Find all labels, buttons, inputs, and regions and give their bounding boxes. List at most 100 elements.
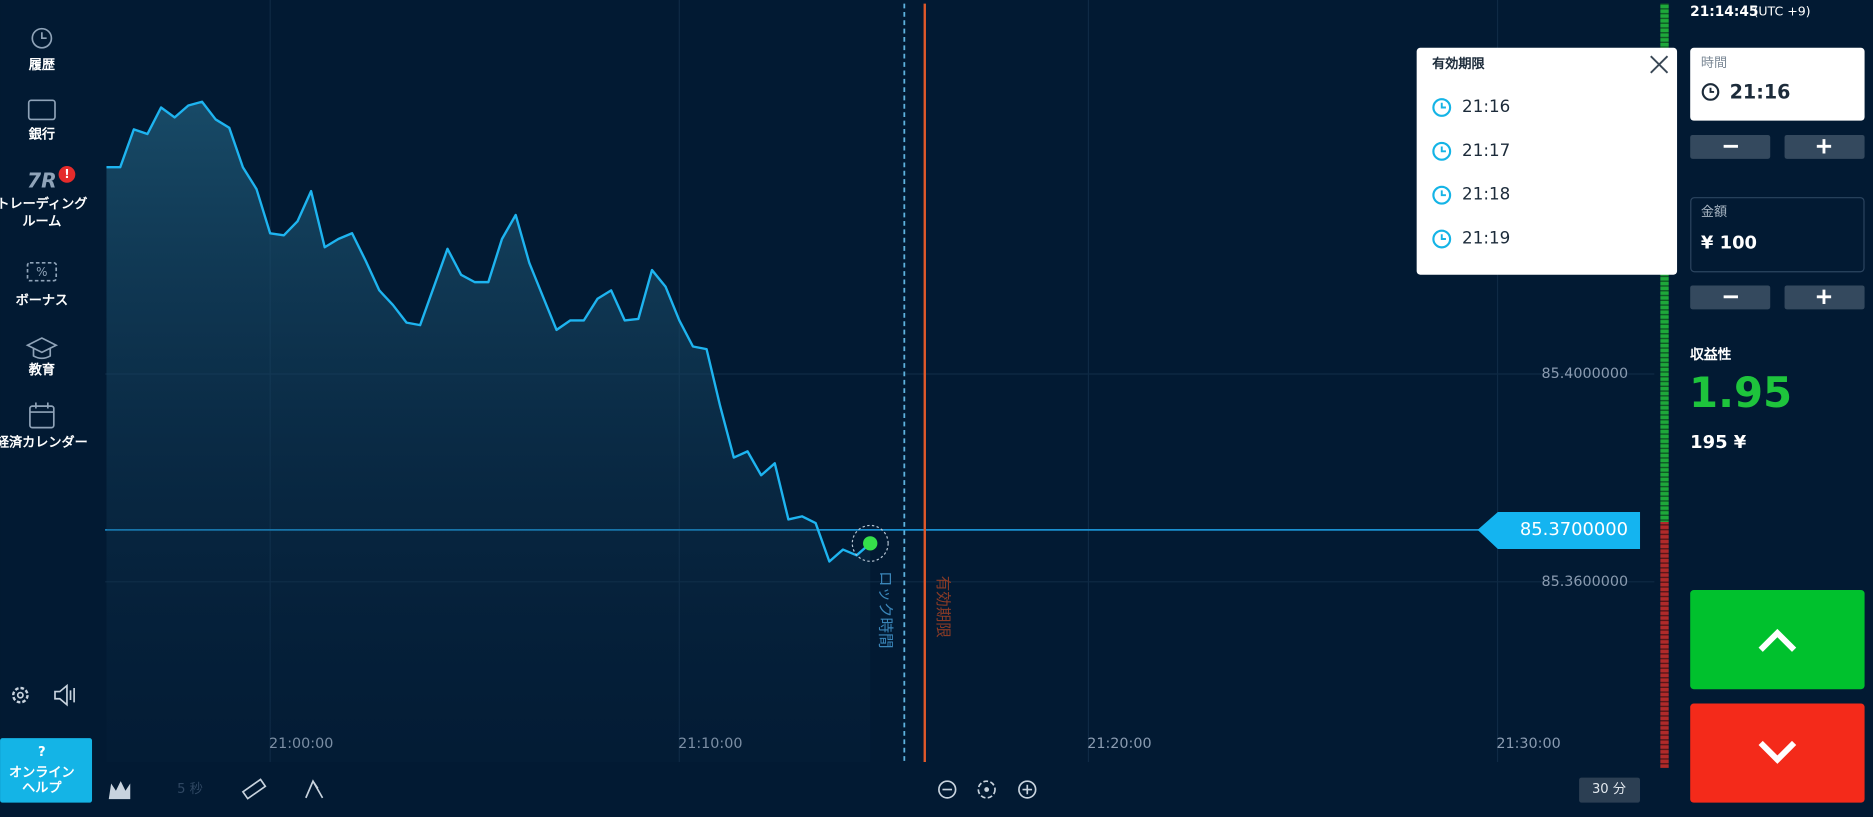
plus-icon: [1816, 289, 1832, 304]
dropdown-title: 有効期限: [1432, 55, 1485, 72]
settings-button[interactable]: [11, 686, 29, 704]
option-clock-icon: [1432, 98, 1452, 117]
amount-minus-button[interactable]: [1690, 285, 1771, 310]
education-item[interactable]: 教育: [25, 337, 59, 378]
current-price-marker: [1477, 511, 1641, 549]
zoom-in-button[interactable]: [1018, 780, 1037, 799]
interval-button[interactable]: 5 秒: [177, 781, 203, 797]
timeframe-background: [1579, 777, 1641, 803]
option-label: 21:16: [1462, 96, 1510, 116]
expiry-dropdown: 有効期限 21:16 21:17 21:18 21:19: [1416, 47, 1678, 275]
help-icon: ?: [38, 745, 46, 760]
option-label: 21:19: [1462, 228, 1510, 248]
calendar-item[interactable]: 経済カレンダー: [0, 402, 88, 451]
option-clock-icon: [1432, 141, 1452, 161]
bonus-icon: [26, 261, 58, 282]
wallet-icon: [27, 99, 56, 121]
time-plus-button[interactable]: [1784, 134, 1865, 159]
time-minus-button[interactable]: [1690, 134, 1771, 159]
close-button[interactable]: [1650, 55, 1669, 74]
time-field-label: 時間: [1701, 55, 1727, 71]
expiry-option[interactable]: 21:16: [1432, 96, 1510, 117]
history-icon-hands: [41, 32, 47, 40]
sidebar-label: 銀行: [28, 125, 55, 142]
option-clock-hands: [1440, 234, 1446, 240]
option-clock-hands: [1440, 102, 1446, 109]
badge: [58, 166, 76, 183]
chart-type-button[interactable]: [108, 781, 131, 800]
price-line: [106, 100, 871, 563]
call-button[interactable]: [1690, 590, 1865, 690]
profit-value: 195 ¥: [1690, 432, 1747, 453]
sidebar-label: ボーナス: [16, 293, 69, 309]
zoom-in-sign: [1022, 784, 1033, 795]
amount-plus-button[interactable]: [1784, 285, 1865, 310]
education-icon: [25, 337, 59, 360]
expiry-option[interactable]: 21:19: [1432, 228, 1510, 249]
clock-icon-hands: [1709, 87, 1715, 93]
calendar-icon: [29, 405, 55, 429]
clock-icon: [1701, 83, 1720, 101]
clock-zone: (UTC +9): [1754, 3, 1811, 18]
drawing-tool-button[interactable]: [305, 779, 324, 799]
timeframe-label: 30 分: [1592, 781, 1626, 797]
expiry-option[interactable]: 21:17: [1432, 140, 1510, 161]
time-field[interactable]: 時間 21:16: [1690, 47, 1865, 121]
lock-time-label: ロック時間: [877, 571, 895, 649]
price-area: [106, 101, 871, 763]
settings-icon: [11, 686, 29, 704]
fit-button[interactable]: [977, 780, 996, 799]
payout-value: 1.95: [1689, 368, 1792, 417]
zoom-out-icon: [938, 780, 957, 799]
badge-text: !: [64, 167, 69, 181]
bank-item[interactable]: 銀行: [27, 99, 56, 142]
put-background: [1690, 703, 1865, 803]
time-field-value: 21:16: [1730, 81, 1791, 104]
bonus-icon-sign: %: [36, 265, 47, 279]
sentiment-bar-down: [1660, 521, 1669, 769]
put-button[interactable]: [1690, 703, 1865, 803]
expiry-label: 有効期限: [934, 576, 952, 638]
y-tick-label: 85.4000000: [1541, 366, 1628, 382]
y-tick-label: 85.3600000: [1541, 574, 1628, 590]
help-label: オンライン: [9, 764, 75, 780]
current-point-ring: [851, 524, 889, 562]
trading-room-item[interactable]: 7R ! トレーディング ルーム: [0, 166, 87, 230]
amount-field-value: ¥ 100: [1701, 233, 1757, 254]
fit-icon: [977, 780, 996, 799]
amount-field-label: 金額: [1701, 204, 1727, 220]
sidebar-label: ルーム: [22, 214, 61, 230]
amount-field[interactable]: 金額 ¥ 100: [1690, 197, 1865, 273]
help-button[interactable]: ? オンライン ヘルプ: [0, 738, 93, 803]
x-tick-label: 21:20:00: [1087, 736, 1151, 752]
help-background: [0, 738, 93, 803]
amount-field-border: [1690, 197, 1865, 273]
sidebar: 履歴 銀行 7R ! トレーディング ルーム % ボーナス 教育 経済カレンダー…: [0, 27, 93, 803]
sidebar-label: 教育: [28, 361, 55, 378]
zoom-out-button[interactable]: [938, 780, 957, 799]
option-clock-icon: [1432, 185, 1452, 205]
toolbar: 5 秒 30 分: [108, 777, 1641, 803]
ruler-button[interactable]: [241, 778, 267, 800]
plus-icon: [1816, 139, 1832, 154]
trade-panel: 21:14:45 (UTC +9) 時間 21:16 金額 ¥ 100 収益性 …: [1689, 3, 1865, 803]
timeframe-button[interactable]: 30 分: [1579, 777, 1641, 803]
option-clock-hands: [1440, 146, 1446, 153]
sound-button[interactable]: [54, 683, 75, 707]
current-price-label: 85.3700000: [1520, 519, 1628, 540]
expiry-option[interactable]: 21:18: [1432, 184, 1510, 205]
calendar-icon-lines: [29, 402, 54, 413]
call-background: [1690, 590, 1865, 690]
history-item[interactable]: 履歴: [29, 27, 56, 74]
option-clock-hands: [1440, 190, 1446, 197]
help-label: ヘルプ: [22, 780, 62, 796]
sidebar-label: トレーディング: [0, 195, 87, 212]
trading-room-logo: 7R: [27, 169, 57, 193]
settings-icon-core: [16, 691, 24, 699]
option-label: 21:18: [1462, 184, 1510, 204]
current-point: [863, 536, 878, 551]
bonus-item[interactable]: % ボーナス: [16, 261, 69, 309]
